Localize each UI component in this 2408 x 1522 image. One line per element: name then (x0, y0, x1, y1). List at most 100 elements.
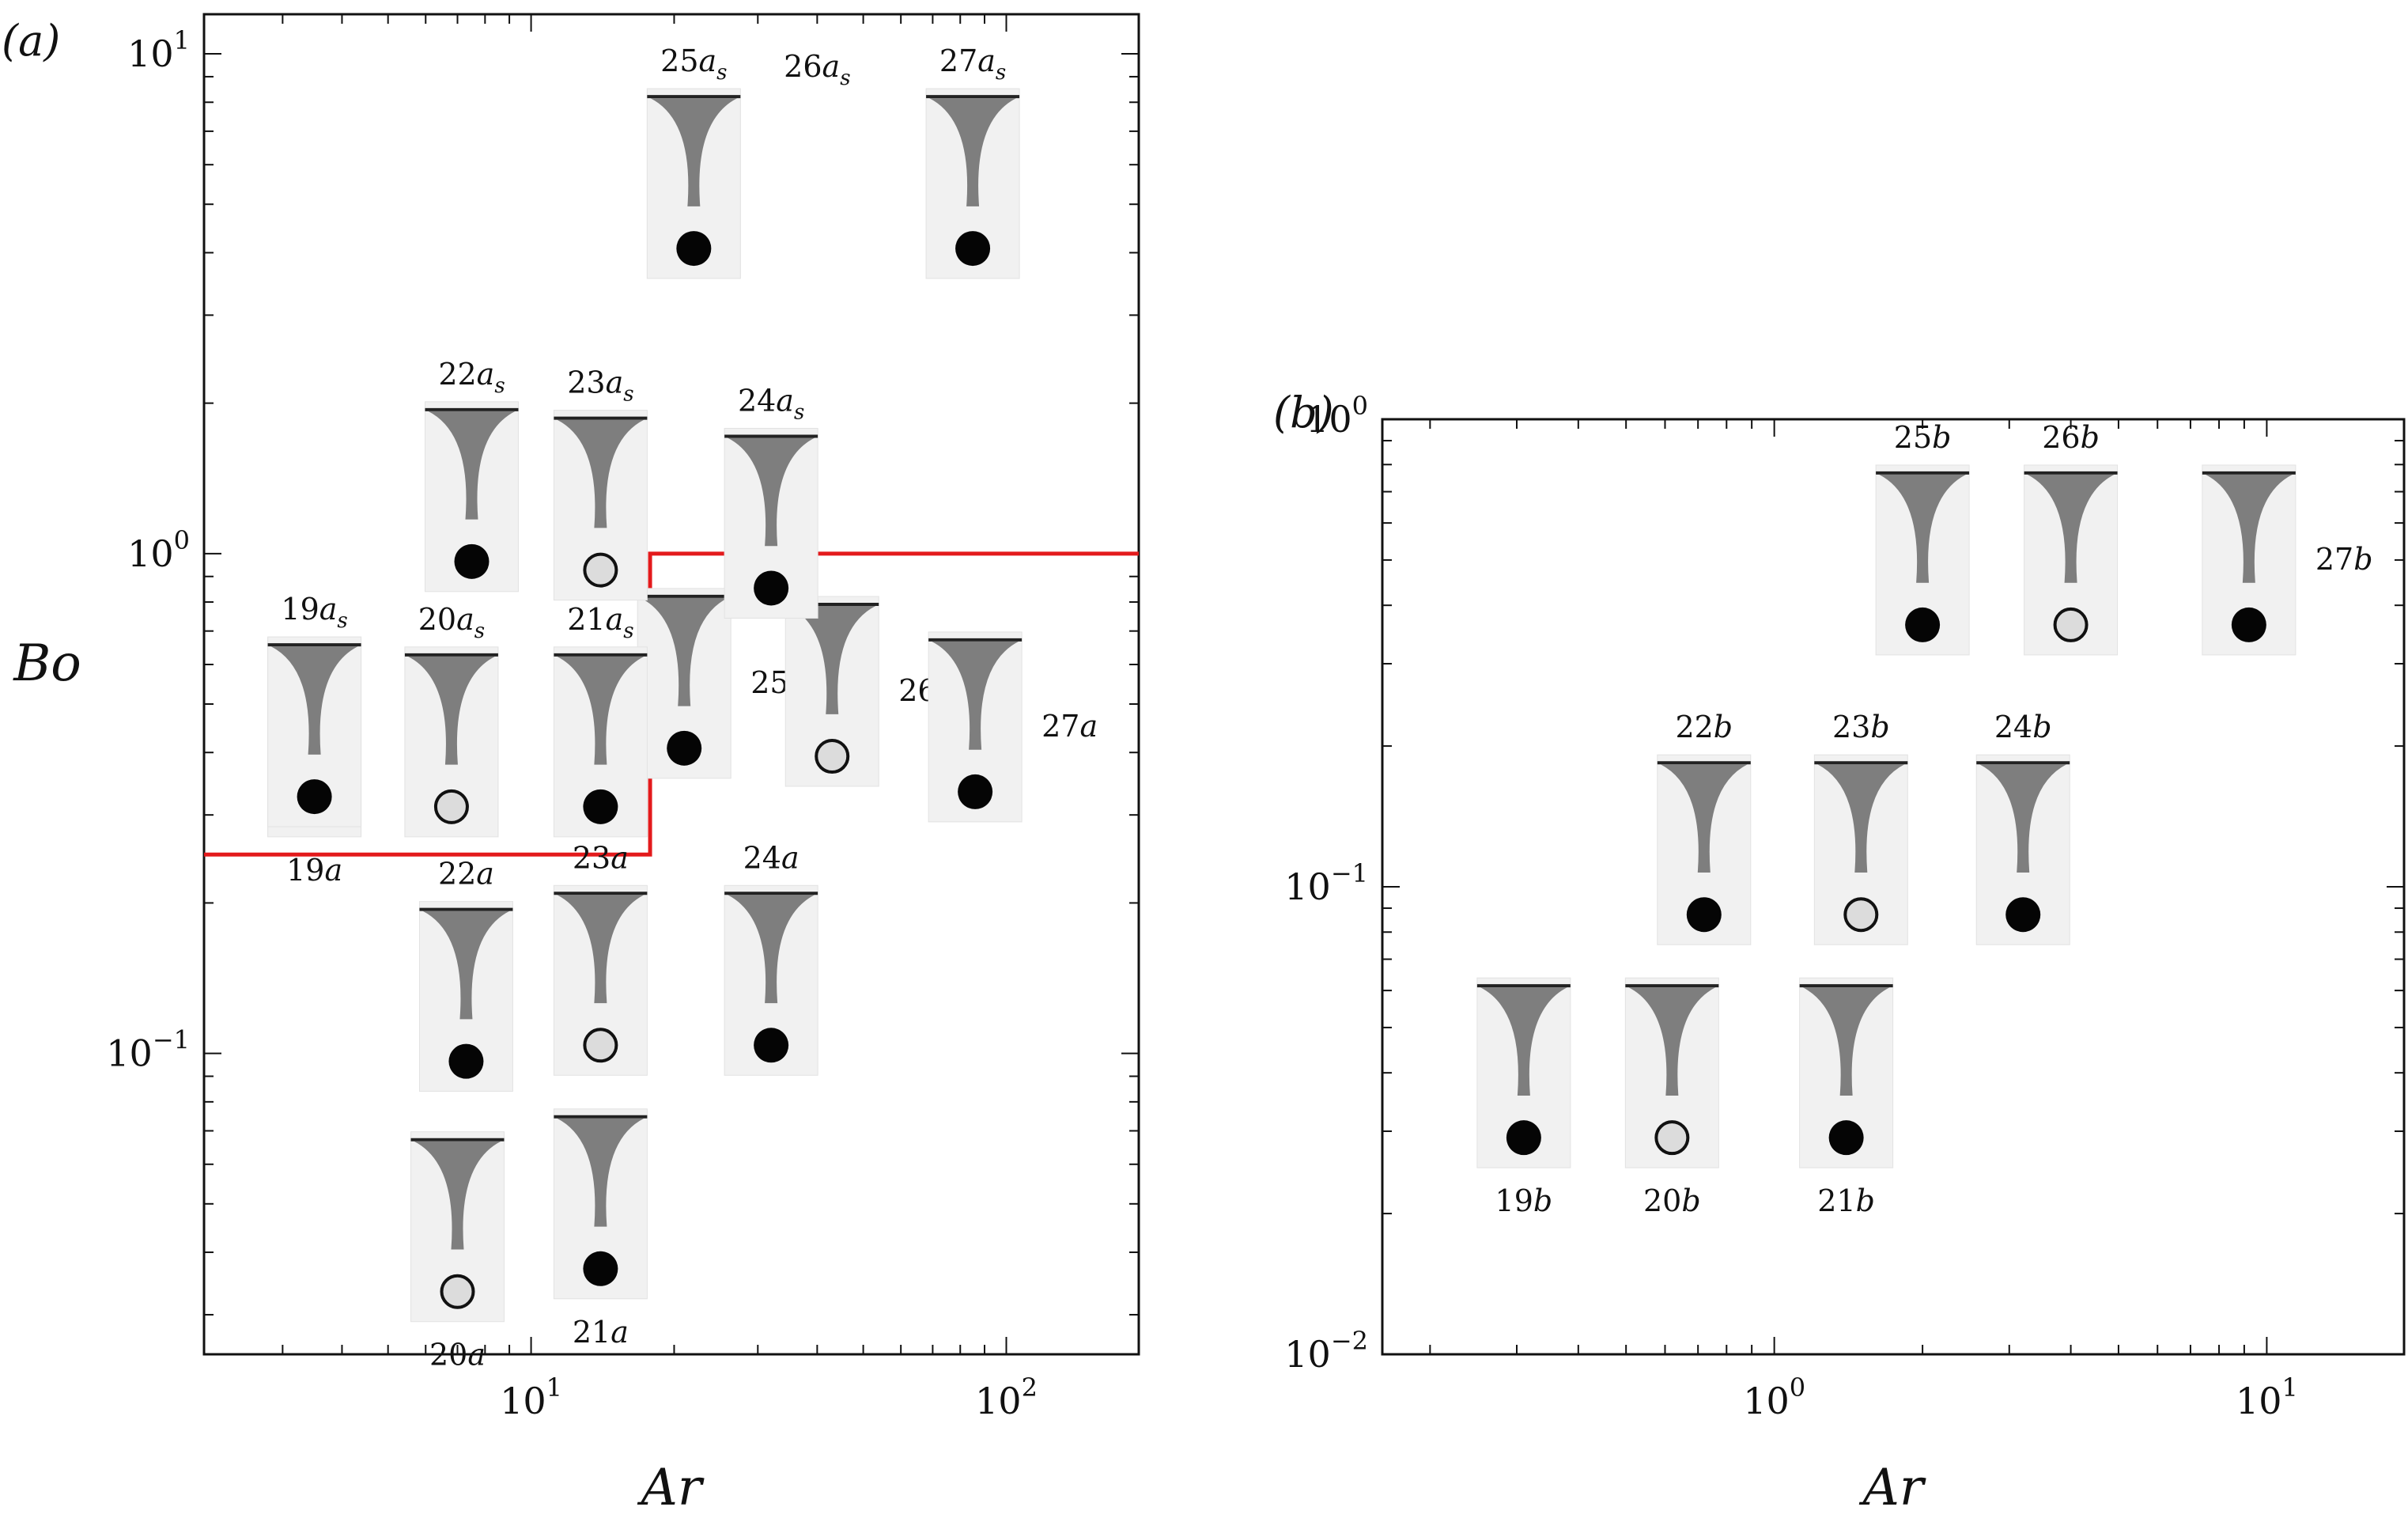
air-cavity (557, 1118, 645, 1227)
air-cavity (2027, 474, 2115, 583)
run-variable: a (477, 357, 495, 392)
run-number: 20 (418, 602, 456, 637)
sphere-solid (2005, 897, 2041, 933)
y-tick-label: 10−1 (106, 1025, 190, 1075)
run-label: 22a (438, 857, 494, 892)
run-label: 20as (418, 602, 485, 643)
run-21a: 21a (553, 1108, 648, 1350)
run-subscript: s (996, 61, 1006, 85)
sphere-hollow (583, 552, 618, 588)
run-number: 25 (660, 44, 698, 78)
sphere-solid (955, 231, 991, 267)
run-label: 24b (1994, 710, 2052, 744)
run-label: 27b (2315, 542, 2373, 577)
run-label: 24a (743, 840, 800, 875)
run-subscript: s (794, 400, 804, 424)
air-cavity (929, 98, 1017, 206)
y-axis-title: Bo (13, 634, 81, 693)
run-number: 22 (1675, 710, 1713, 744)
tick-base: 10 (1743, 1380, 1790, 1422)
air-cavity (407, 656, 495, 765)
run-label: 19as (281, 592, 347, 633)
run-number: 19 (286, 853, 324, 888)
y-tick-label: 100 (127, 525, 190, 575)
run-subscript: s (337, 609, 347, 633)
run-variable: a (699, 44, 717, 78)
x-tick-label: 101 (2236, 1372, 2298, 1422)
sphere-solid (1828, 1120, 1864, 1156)
sphere-solid (667, 730, 702, 766)
run-label: 23b (1832, 710, 1890, 744)
run-variable: a (977, 44, 996, 78)
run-subscript: s (494, 374, 505, 398)
run-label: 22b (1675, 710, 1733, 744)
run-21b: 21b (1799, 977, 1894, 1218)
sphere-solid (297, 779, 332, 815)
run-22as: 22as (424, 357, 519, 593)
run-23a: 23a (553, 840, 648, 1076)
sphere-hollow (1654, 1120, 1690, 1156)
sphere-solid (583, 1251, 618, 1286)
run-variable: a (611, 840, 629, 875)
air-cavity (557, 656, 645, 765)
x-tick-label: 101 (500, 1372, 562, 1422)
run-number: 26 (2042, 420, 2080, 455)
y-tick-label: 101 (127, 25, 190, 75)
run-label: 23as (567, 365, 633, 407)
sphere-solid (448, 1043, 484, 1079)
run-variable: b (1870, 710, 1889, 744)
run-label: 24as (738, 383, 804, 424)
run-number: 19 (1495, 1183, 1533, 1218)
tick-exponent: −1 (153, 1025, 190, 1055)
y-tick-label: 10−2 (1284, 1326, 1368, 1376)
run-number: 24 (738, 383, 776, 418)
sphere-solid (958, 774, 993, 809)
run-variable: a (606, 602, 624, 637)
run-label: 19a (286, 853, 342, 888)
tick-exponent: −1 (1331, 858, 1368, 888)
run-21as: 21as (553, 602, 648, 838)
sphere-solid (583, 789, 618, 824)
y-tick-label: 100 (1306, 391, 1368, 441)
sphere-hollow (2053, 607, 2089, 642)
run-label: 27a (1041, 709, 1098, 744)
air-cavity (641, 597, 728, 706)
run-variable: b (1681, 1183, 1700, 1218)
sphere-solid (754, 1028, 789, 1063)
x-axis-title: Ar (637, 1459, 705, 1517)
run-number: 24 (743, 840, 781, 875)
tick-base: 10 (1284, 1333, 1331, 1376)
air-cavity (270, 646, 358, 755)
run-subscript: s (716, 61, 727, 85)
run-24as: 24as (724, 383, 818, 619)
x-axis-title: Ar (1859, 1459, 1926, 1517)
air-cavity (932, 641, 1019, 750)
tick-exponent: 0 (1352, 391, 1368, 421)
air-cavity (1628, 987, 1716, 1096)
air-cavity (728, 895, 815, 1004)
x-tick-label: 100 (1743, 1372, 1805, 1422)
air-cavity (428, 411, 516, 520)
tick-base: 10 (1284, 865, 1331, 908)
air-cavity (1660, 764, 1748, 873)
sphere-hollow (433, 789, 469, 824)
run-20a: 20a (410, 1131, 505, 1372)
sphere-solid (454, 543, 490, 579)
run-25as: 25as (646, 44, 741, 279)
run-25a: 25a (637, 588, 807, 779)
run-22b: 22b (1657, 710, 1752, 945)
run-variable: b (1932, 420, 1951, 455)
air-cavity (414, 1141, 501, 1250)
run-number: 21 (1817, 1183, 1855, 1218)
run-variable: a (781, 840, 800, 875)
run-number: 22 (438, 857, 476, 892)
run-subscript: s (623, 619, 633, 643)
run-number: 23 (1832, 710, 1870, 744)
run-subscript: s (623, 383, 633, 407)
run-20as: 20as (404, 602, 499, 838)
run-label: 21b (1817, 1183, 1875, 1218)
run-26b: 26b (2024, 420, 2119, 656)
air-cavity (788, 606, 876, 714)
